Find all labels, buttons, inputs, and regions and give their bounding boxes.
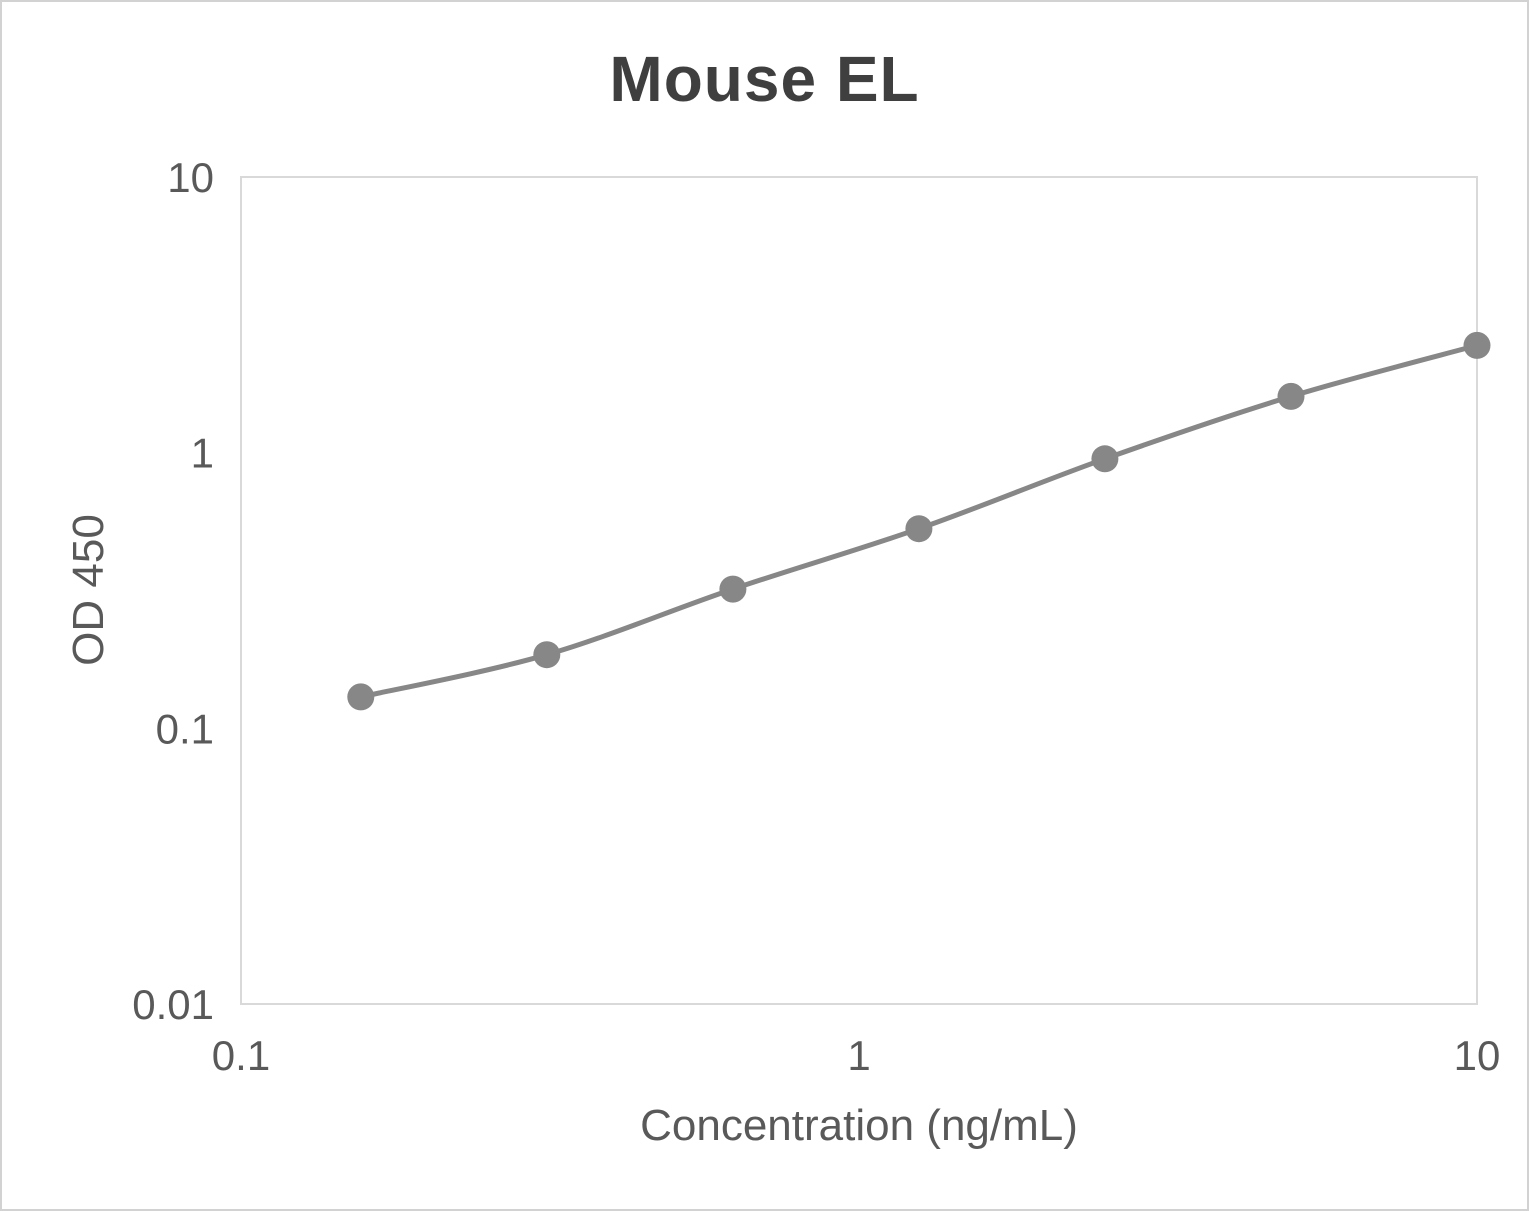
x-tick-label: 0.1 — [212, 1032, 270, 1079]
x-axis-title: Concentration (ng/mL) — [640, 1101, 1078, 1150]
y-tick-label: 1 — [191, 430, 214, 477]
data-point-marker — [347, 683, 375, 711]
y-tick-label: 0.01 — [132, 981, 214, 1028]
y-tick-label: 10 — [167, 154, 214, 201]
chart-title: Mouse EL — [609, 43, 920, 115]
x-tick-label: 10 — [1454, 1032, 1501, 1079]
y-tick-label: 0.1 — [156, 705, 214, 752]
data-point-marker — [905, 515, 933, 543]
data-point-marker — [1463, 331, 1491, 359]
data-point-marker — [1091, 445, 1119, 473]
x-tick-label: 1 — [847, 1032, 870, 1079]
data-point-marker — [719, 575, 747, 603]
data-point-marker — [533, 641, 561, 669]
plot-border — [240, 176, 1478, 1005]
data-point-marker — [1277, 382, 1305, 410]
